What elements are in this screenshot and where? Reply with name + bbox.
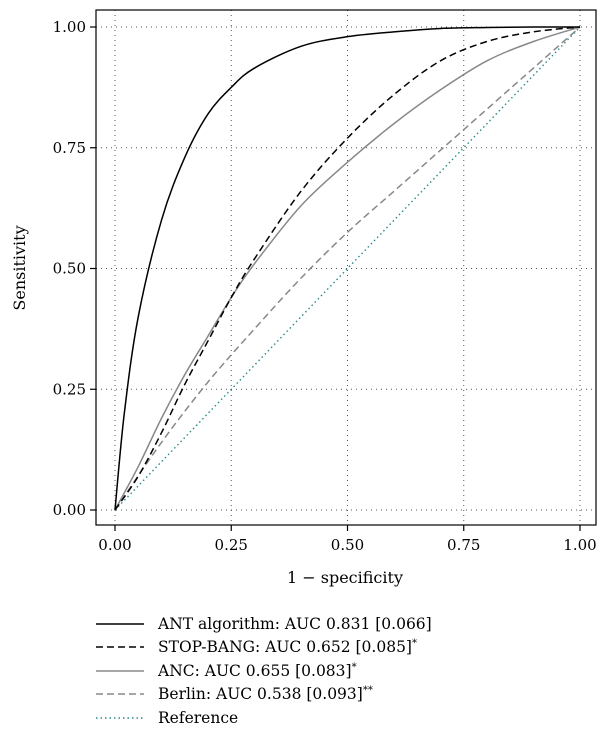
roc-chart: 0.00 0.25 0.50 0.75 1.00 0.00 0.25 0.50 0.75 1.00… <box>10 9 597 587</box>
legend-item: Berlin: AUC 0.538 [0.093]** <box>96 683 596 707</box>
series-layer <box>114 26 581 511</box>
legend-item: STOP-BANG: AUC 0.652 [0.085]* <box>96 636 596 660</box>
y-tick-label: 0.50 <box>53 260 86 278</box>
series-line-0 <box>114 26 581 511</box>
legend-swatch <box>96 665 144 677</box>
legend: ANT algorithm: AUC 0.831 [0.066] STOP-BAN… <box>96 612 596 730</box>
series-line-4 <box>114 26 581 511</box>
x-axis-title: 1 − specificity <box>287 568 403 587</box>
legend-item: ANC: AUC 0.655 [0.083]* <box>96 659 596 683</box>
legend-swatch <box>96 641 144 653</box>
x-tick-label: 0.25 <box>215 536 248 554</box>
legend-label-text: Berlin: AUC 0.538 [0.093] <box>158 685 363 704</box>
y-tick-label: 1.00 <box>53 18 86 36</box>
legend-label: STOP-BANG: AUC 0.652 [0.085]* <box>158 638 417 656</box>
legend-label: ANC: AUC 0.655 [0.083]* <box>158 662 357 680</box>
x-tick-label: 1.00 <box>563 536 596 554</box>
legend-item: Reference <box>96 706 596 730</box>
legend-swatch <box>96 712 144 724</box>
tick-labels: 0.00 0.25 0.50 0.75 1.00 0.00 0.25 0.50 0.75 1.00 <box>53 18 597 554</box>
y-tick-label: 0.25 <box>53 380 86 398</box>
legend-label: ANT algorithm: AUC 0.831 [0.066] <box>158 615 432 633</box>
legend-label: Reference <box>158 709 238 727</box>
series-line-2 <box>114 26 581 511</box>
significance-marker: * <box>411 638 417 650</box>
y-axis-title: Sensitivity <box>10 225 29 310</box>
series-line-1 <box>114 26 581 511</box>
x-tick-label: 0.75 <box>447 536 480 554</box>
y-tick-label: 0.75 <box>53 139 86 157</box>
y-tick-label: 0.00 <box>53 501 86 519</box>
legend-item: ANT algorithm: AUC 0.831 [0.066] <box>96 612 596 636</box>
legend-label: Berlin: AUC 0.538 [0.093]** <box>158 685 373 703</box>
grid <box>96 10 596 525</box>
plot-area <box>96 10 596 525</box>
legend-label-text: ANC: AUC 0.655 [0.083] <box>158 661 352 680</box>
legend-swatch <box>96 618 144 630</box>
x-tick-label: 0.00 <box>98 536 131 554</box>
plot-border <box>95 9 597 526</box>
legend-label-text: STOP-BANG: AUC 0.652 [0.085] <box>158 638 412 657</box>
legend-swatch <box>96 688 144 700</box>
significance-marker: * <box>351 661 357 673</box>
legend-label-text: ANT algorithm: AUC 0.831 [0.066] <box>158 614 432 633</box>
legend-label-text: Reference <box>158 708 239 727</box>
series-line-3 <box>114 26 581 511</box>
x-tick-label: 0.50 <box>331 536 364 554</box>
significance-marker: ** <box>362 685 373 697</box>
axes <box>90 9 597 531</box>
